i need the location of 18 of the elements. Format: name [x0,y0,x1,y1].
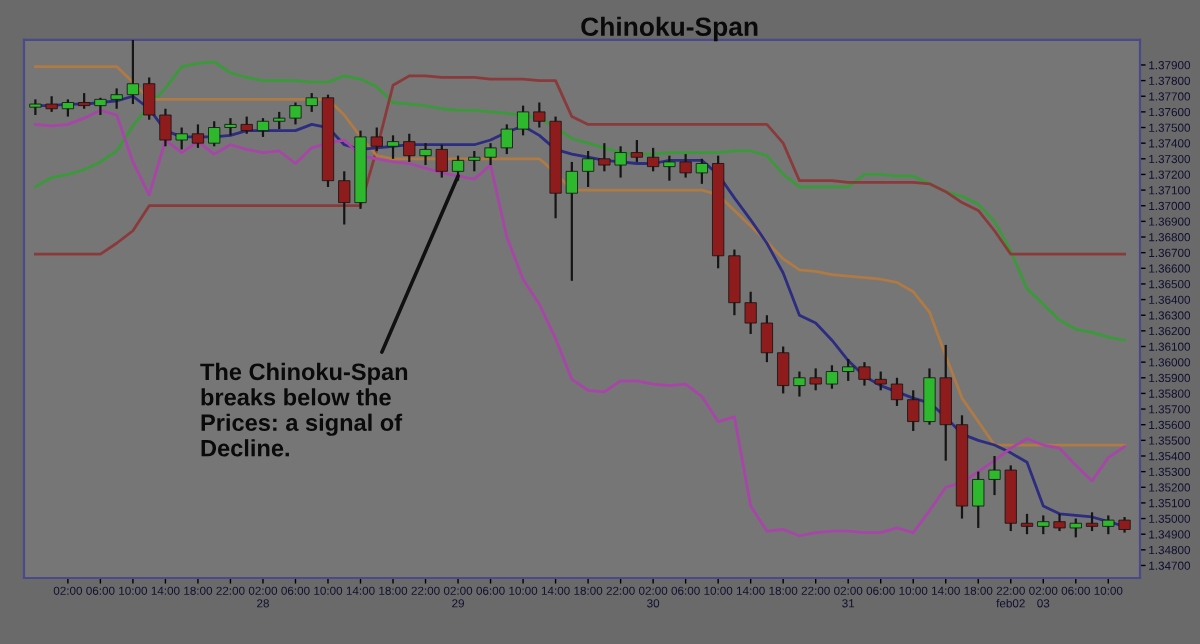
candlestick [647,146,660,173]
candlestick [1085,511,1099,533]
candlestick [581,149,595,189]
candlestick [256,117,270,139]
line-series [33,74,1126,256]
candlestick [565,160,578,282]
candlestick [630,138,643,164]
candlestick [760,314,774,364]
line-series [33,60,1126,342]
candlestick [191,123,205,149]
chart-title: Chinoku-Span [581,16,758,42]
candlestick [1020,512,1034,536]
candlestick [695,157,708,185]
candlestick [890,376,904,408]
candlestick [516,104,530,137]
annotation: The Chinoku-Span breaks below the Prices: a signal of Decline. [200,362,408,457]
candlestick [386,134,400,160]
candlestick [825,364,839,390]
